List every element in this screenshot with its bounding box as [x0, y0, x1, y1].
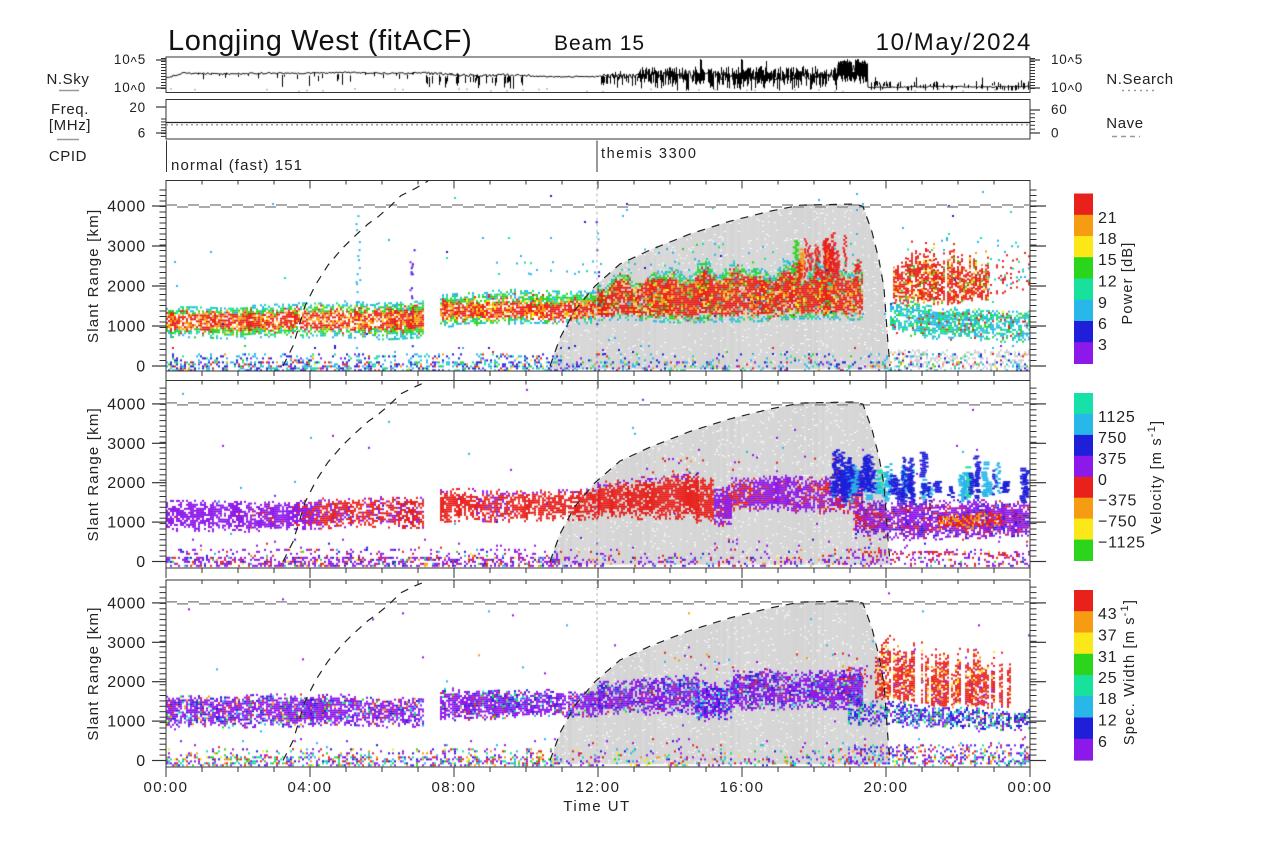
svg-text:15: 15 — [1098, 252, 1117, 269]
svg-text:3000: 3000 — [107, 436, 146, 453]
svg-text:1000: 1000 — [107, 319, 146, 336]
svg-text:10/May/2024: 10/May/2024 — [876, 29, 1032, 56]
svg-text:2000: 2000 — [107, 279, 146, 296]
svg-text:4000: 4000 — [107, 199, 146, 216]
svg-text:2000: 2000 — [107, 475, 146, 492]
svg-text:0: 0 — [136, 359, 146, 376]
svg-text:3: 3 — [1098, 337, 1108, 354]
svg-text:−375: −375 — [1098, 493, 1137, 510]
svg-text:3000: 3000 — [107, 635, 146, 652]
svg-text:08:00: 08:00 — [431, 779, 476, 796]
svg-text:0: 0 — [1098, 472, 1108, 489]
svg-text:Slant Range [km]: Slant Range [km] — [85, 407, 102, 541]
svg-text:6: 6 — [1098, 734, 1108, 751]
svg-text:00:00: 00:00 — [143, 779, 188, 796]
svg-text:12: 12 — [1098, 274, 1117, 291]
svg-text:12: 12 — [1098, 713, 1117, 730]
svg-text:Longjing West (fitACF): Longjing West (fitACF) — [168, 25, 472, 57]
svg-text:1125: 1125 — [1098, 409, 1136, 426]
svg-text:0: 0 — [1051, 126, 1059, 141]
svg-text:750: 750 — [1098, 430, 1127, 447]
svg-text:4000: 4000 — [107, 595, 146, 612]
svg-text:31: 31 — [1098, 649, 1117, 666]
svg-text:18: 18 — [1098, 691, 1117, 708]
svg-text:Freq.: Freq. — [51, 101, 89, 118]
svg-text:CPID: CPID — [49, 148, 87, 165]
svg-text:00:00: 00:00 — [1007, 779, 1052, 796]
svg-text:20:00: 20:00 — [863, 779, 908, 796]
svg-text:Slant Range [km]: Slant Range [km] — [85, 606, 102, 740]
svg-text:10^0: 10^0 — [1051, 80, 1083, 98]
svg-text:6: 6 — [1098, 316, 1108, 333]
svg-text:10^5: 10^5 — [1051, 52, 1083, 70]
svg-text:375: 375 — [1098, 451, 1127, 468]
svg-text:Slant Range [km]: Slant Range [km] — [85, 209, 102, 343]
svg-text:[MHz]: [MHz] — [49, 117, 91, 134]
svg-text:N.Search: N.Search — [1106, 71, 1173, 88]
svg-text:18: 18 — [1098, 231, 1117, 248]
svg-text:4000: 4000 — [107, 396, 146, 413]
svg-text:43: 43 — [1098, 606, 1117, 623]
svg-text:60: 60 — [1051, 102, 1068, 117]
svg-text:normal (fast) 151: normal (fast) 151 — [171, 157, 303, 174]
svg-text:−1125: −1125 — [1098, 535, 1146, 552]
svg-text:1000: 1000 — [107, 515, 146, 532]
svg-text:9: 9 — [1098, 295, 1108, 312]
svg-text:2000: 2000 — [107, 674, 146, 691]
svg-text:25: 25 — [1098, 670, 1117, 687]
svg-text:21: 21 — [1098, 210, 1117, 227]
svg-text:N.Sky: N.Sky — [46, 71, 89, 88]
svg-text:20: 20 — [129, 100, 146, 115]
svg-text:1000: 1000 — [107, 714, 146, 731]
svg-text:Velocity [m s-1]: Velocity [m s-1] — [1146, 420, 1165, 534]
svg-text:10^5: 10^5 — [114, 52, 146, 70]
svg-text:3000: 3000 — [107, 239, 146, 256]
svg-text:10^0: 10^0 — [114, 80, 146, 98]
svg-text:0: 0 — [136, 554, 146, 571]
svg-text:themis 3300: themis 3300 — [601, 146, 698, 162]
svg-text:Power [dB]: Power [dB] — [1120, 242, 1136, 325]
svg-text:0: 0 — [136, 753, 146, 770]
svg-text:37: 37 — [1098, 628, 1117, 645]
svg-text:12:00: 12:00 — [575, 779, 620, 796]
svg-text:Time UT: Time UT — [563, 798, 630, 815]
svg-text:Spec. Width [m s-1]: Spec. Width [m s-1] — [1119, 599, 1138, 745]
svg-text:Nave: Nave — [1106, 115, 1143, 132]
svg-text:−750: −750 — [1098, 514, 1137, 531]
svg-text:16:00: 16:00 — [719, 779, 764, 796]
svg-text:Beam 15: Beam 15 — [554, 32, 645, 55]
svg-text:04:00: 04:00 — [287, 779, 332, 796]
svg-text:6: 6 — [138, 126, 146, 141]
